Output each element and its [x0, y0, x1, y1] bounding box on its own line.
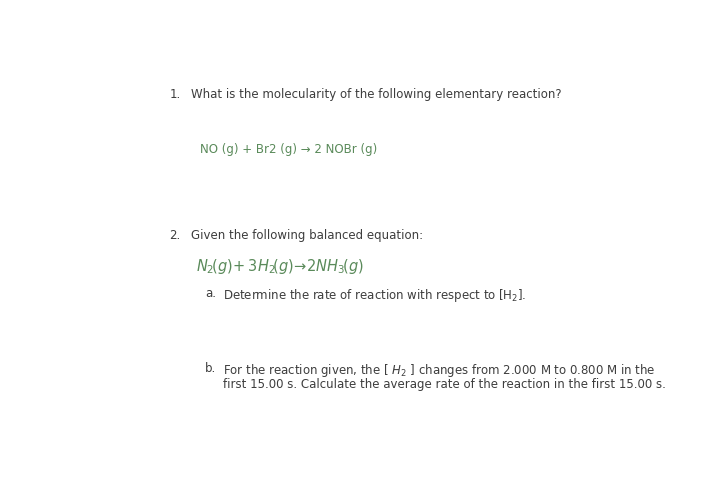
Text: a.: a. — [205, 287, 216, 300]
Text: Determine the rate of reaction with respect to [H$_2$].: Determine the rate of reaction with resp… — [223, 287, 527, 304]
Text: For the reaction given, the [$\ \mathit{H_2}\ $] changes from 2.000 M to 0.800 M: For the reaction given, the [$\ \mathit{… — [223, 362, 656, 379]
Text: first 15.00 s. Calculate the average rate of the reaction in the first 15.00 s.: first 15.00 s. Calculate the average rat… — [223, 378, 666, 391]
Text: b.: b. — [205, 362, 217, 375]
Text: What is the molecularity of the following elementary reaction?: What is the molecularity of the followin… — [191, 89, 562, 101]
Text: 1.: 1. — [169, 89, 180, 101]
Text: $\mathit{N_2\!\left(g\right)\!+3H_2\!\left(g\right)\!\rightarrow\! 2NH_3\!\left(: $\mathit{N_2\!\left(g\right)\!+3H_2\!\le… — [196, 257, 364, 276]
Text: 2.: 2. — [169, 229, 180, 242]
Text: NO (g) + Br2 (g) → 2 NOBr (g): NO (g) + Br2 (g) → 2 NOBr (g) — [200, 143, 377, 156]
Text: Given the following balanced equation:: Given the following balanced equation: — [191, 229, 424, 242]
